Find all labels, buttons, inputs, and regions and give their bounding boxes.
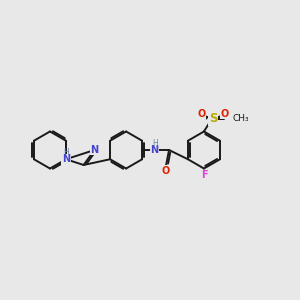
Text: N: N [90, 145, 99, 155]
Text: N: N [151, 145, 159, 155]
Text: H: H [152, 139, 158, 148]
Text: O: O [197, 109, 206, 118]
Text: H: H [63, 148, 69, 157]
Text: S: S [209, 112, 217, 125]
Text: N: N [62, 154, 70, 164]
Text: F: F [201, 170, 207, 180]
Text: CH₃: CH₃ [232, 114, 249, 123]
Text: O: O [162, 166, 170, 176]
Text: O: O [220, 109, 228, 118]
